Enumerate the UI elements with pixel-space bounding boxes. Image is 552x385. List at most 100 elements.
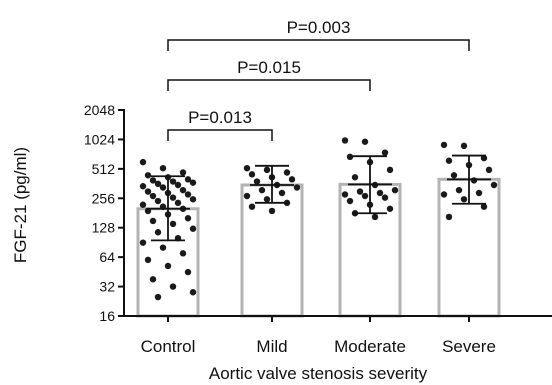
significance-bracket: [167, 129, 273, 141]
significance-bracket: [167, 79, 371, 91]
error-bars-layer: [146, 154, 491, 242]
data-point: [243, 192, 251, 200]
data-point: [376, 189, 384, 197]
data-point: [293, 184, 301, 191]
y-tick-label: 16: [99, 308, 115, 324]
brackets-layer: P=0.013 P=0.015 P=0.003: [167, 18, 470, 141]
data-point: [386, 166, 394, 174]
data-point: [144, 188, 152, 195]
data-point: [268, 207, 276, 215]
data-point: [139, 239, 147, 246]
data-point: [351, 174, 359, 181]
data-point: [149, 177, 157, 184]
data-point: [361, 192, 369, 200]
y-tick-label: 2048: [84, 102, 115, 118]
data-point: [169, 178, 177, 185]
data-point: [164, 262, 172, 270]
data-point: [154, 197, 162, 205]
data-point: [341, 137, 349, 144]
data-point: [189, 289, 197, 296]
data-point: [361, 138, 369, 145]
data-point: [179, 169, 187, 176]
data-point: [189, 225, 197, 232]
data-point: [248, 171, 256, 178]
data-point: [139, 183, 147, 190]
data-point: [159, 164, 167, 172]
data-point: [283, 169, 291, 176]
data-point: [174, 199, 182, 207]
data-point: [460, 142, 468, 150]
x-axis-title: Aortic valve stenosis severity: [209, 364, 428, 383]
data-point: [139, 201, 147, 208]
data-point: [169, 220, 177, 228]
x-tick-label: Severe: [442, 337, 496, 356]
data-point: [184, 268, 192, 276]
data-point: [169, 194, 177, 201]
data-point: [381, 194, 389, 201]
data-point: [144, 172, 152, 179]
p-value-label: P=0.015: [237, 58, 301, 77]
data-point: [485, 166, 493, 174]
x-tick-label: Control: [141, 337, 196, 356]
y-tick-label: 128: [92, 220, 116, 236]
x-tick-label: Mild: [256, 337, 287, 356]
data-point: [263, 196, 271, 203]
significance-bracket: [167, 39, 470, 51]
data-point: [371, 213, 379, 221]
data-point: [356, 188, 364, 195]
y-tick-label: 64: [99, 249, 115, 265]
axes-layer: Control Mild Moderate Severe 16 32 64 128 256 512…: [84, 102, 552, 356]
data-point: [288, 176, 296, 183]
y-tick-label: 1024: [84, 131, 115, 147]
data-point: [460, 196, 468, 203]
data-point: [278, 189, 286, 197]
p-value-label: P=0.013: [188, 108, 252, 127]
data-point: [455, 186, 463, 194]
data-point: [149, 192, 157, 200]
y-tick-label: 256: [92, 190, 116, 206]
data-point: [243, 164, 251, 172]
data-point: [189, 196, 197, 203]
data-point: [450, 172, 458, 179]
y-tick-label: 32: [99, 279, 115, 295]
data-point: [391, 186, 399, 194]
data-point: [440, 141, 448, 149]
data-point: [159, 244, 167, 251]
data-point: [258, 186, 266, 194]
data-point: [179, 186, 187, 194]
data-point: [174, 181, 182, 189]
bar: [437, 177, 501, 318]
data-point: [149, 276, 157, 283]
data-point: [184, 215, 192, 222]
data-point: [154, 229, 162, 236]
data-point: [248, 203, 256, 210]
data-point: [184, 176, 192, 183]
y-axis-title: FGF-21 (pg/ml): [11, 147, 30, 263]
data-point: [154, 180, 162, 188]
data-point: [253, 178, 261, 185]
data-point: [159, 184, 167, 191]
data-point: [346, 197, 354, 205]
data-point: [263, 166, 271, 174]
data-point: [184, 191, 192, 198]
p-value-label: P=0.003: [287, 18, 351, 37]
data-point: [144, 256, 152, 264]
data-point: [445, 213, 453, 221]
data-point: [154, 293, 162, 301]
data-point: [490, 181, 498, 189]
data-point: [480, 203, 488, 210]
data-point: [346, 153, 354, 161]
data-point: [139, 158, 147, 166]
data-point: [169, 283, 177, 290]
data-point: [341, 191, 349, 198]
data-point: [386, 205, 394, 212]
data-point: [440, 191, 448, 198]
data-point: [475, 189, 483, 197]
data-point: [179, 250, 187, 257]
data-point: [470, 177, 478, 184]
data-point: [381, 149, 389, 156]
data-point: [149, 217, 157, 225]
y-tick-label: 512: [92, 161, 116, 177]
x-tick-label: Moderate: [334, 337, 406, 356]
